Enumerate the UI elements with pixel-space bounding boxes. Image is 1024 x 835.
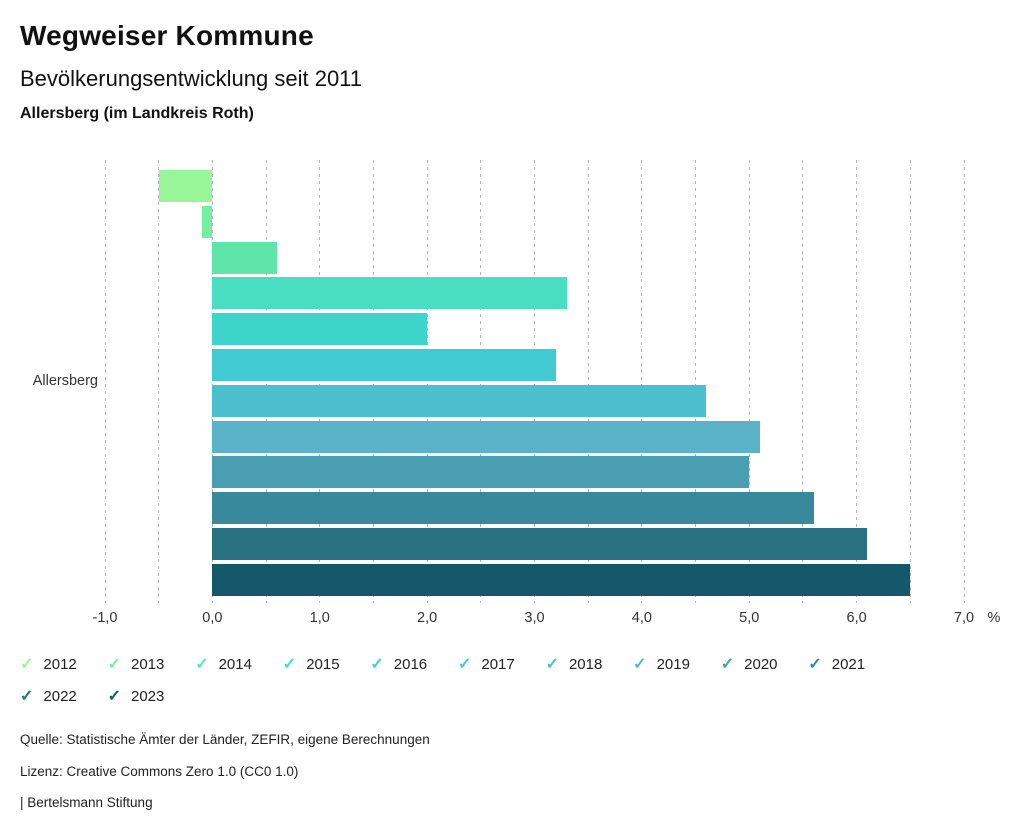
- legend-item-label: 2022: [43, 688, 77, 705]
- x-tick-label: 0,0: [202, 610, 223, 626]
- check-icon: ✓: [107, 687, 121, 705]
- legend-item-label: 2012: [43, 656, 77, 673]
- check-icon: ✓: [545, 655, 559, 673]
- bar-2021[interactable]: [212, 492, 814, 525]
- check-icon: ✓: [20, 687, 34, 705]
- x-tick-label: 7,0: [953, 610, 975, 626]
- legend-item-2014[interactable]: ✓ 2014: [195, 655, 283, 674]
- legend-item-2023[interactable]: ✓ 2023: [108, 687, 196, 706]
- legend-item-2012[interactable]: ✓ 2012: [20, 655, 108, 674]
- gridline: [265, 160, 267, 603]
- legend-item-label: 2015: [306, 656, 340, 673]
- bar-2022[interactable]: [212, 528, 868, 560]
- bar-2014[interactable]: [212, 241, 277, 274]
- x-tick-label: 3,0: [524, 610, 545, 626]
- bar-2015[interactable]: [212, 277, 567, 310]
- check-icon: ✓: [457, 655, 472, 673]
- legend-item-2021[interactable]: ✓ 2021: [808, 655, 896, 674]
- plot-area: -1,0 0,0 1,0 2,0 3,0 4,0 5,0 6,0 7,0%: [93, 160, 1000, 626]
- footer: Quelle: Statistische Ämter der Länder, Z…: [20, 732, 430, 827]
- bar-2019[interactable]: [212, 420, 760, 453]
- check-icon: ✓: [195, 655, 209, 673]
- legend-item-2015[interactable]: ✓ 2015: [283, 655, 371, 674]
- gridline: [211, 160, 213, 603]
- legend: ✓ 2012 ✓ 2013 ✓ 2014 ✓ 2015 ✓ 2016 ✓ 2017 ✓ 2018 ✓ 2019…: [20, 655, 906, 719]
- legend-item-2020[interactable]: ✓ 2020: [721, 655, 809, 674]
- check-icon: ✓: [370, 655, 384, 673]
- x-tick-label: 6,0: [846, 610, 867, 626]
- gridline: [641, 160, 643, 603]
- x-axis-unit-label: %: [987, 610, 1001, 626]
- attribution-note: | Bertelsmann Stiftung: [20, 795, 153, 810]
- gridline: [587, 160, 589, 603]
- check-icon: ✓: [107, 655, 121, 673]
- gridline: [104, 160, 106, 603]
- bar-2012[interactable]: [158, 170, 213, 202]
- gridline: [480, 160, 482, 603]
- legend-item-label: 2019: [656, 656, 690, 673]
- gridline: [909, 160, 911, 603]
- page-title: Wegweiser Kommune: [20, 20, 314, 51]
- legend-item-label: 2021: [831, 656, 866, 673]
- region-subtitle: Allersberg (im Landkreis Roth): [20, 105, 254, 122]
- check-icon: ✓: [282, 655, 297, 673]
- legend-item-label: 2023: [131, 688, 165, 705]
- x-tick-label: 1,0: [309, 610, 330, 626]
- bar-2016[interactable]: [212, 313, 428, 346]
- legend-item-2022[interactable]: ✓ 2022: [20, 687, 108, 706]
- gridline: [802, 160, 804, 603]
- gridline: [158, 160, 160, 603]
- legend-item-2017[interactable]: ✓ 2017: [458, 655, 546, 674]
- license-note: Lizenz: Creative Commons Zero 1.0 (CC0 1…: [20, 763, 299, 779]
- legend-item-label: 2013: [131, 656, 165, 673]
- legend-item-2016[interactable]: ✓ 2016: [370, 655, 458, 674]
- y-axis-category-label: Allersberg: [32, 373, 98, 389]
- gridline: [748, 160, 750, 603]
- x-tick-label: -1,0: [92, 610, 118, 626]
- check-icon: ✓: [20, 655, 34, 673]
- bar-2020[interactable]: [212, 456, 750, 489]
- x-tick-label: 4,0: [631, 610, 652, 626]
- legend-item-2019[interactable]: ✓ 2019: [633, 655, 721, 674]
- legend-item-label: 2014: [218, 656, 252, 673]
- bar-2013[interactable]: [201, 205, 213, 238]
- legend-item-label: 2016: [393, 656, 428, 673]
- legend-item-label: 2017: [481, 656, 515, 673]
- gridline: [426, 160, 428, 603]
- gridline: [963, 160, 965, 603]
- legend-item-2013[interactable]: ✓ 2013: [108, 655, 196, 674]
- gridline: [319, 160, 321, 603]
- legend-item-label: 2018: [568, 656, 603, 673]
- source-note: Quelle: Statistische Ämter der Länder, Z…: [20, 732, 430, 747]
- bar-2023[interactable]: [212, 563, 911, 596]
- x-tick-label: 2,0: [417, 610, 438, 626]
- gridline: [534, 160, 535, 603]
- gridline: [372, 160, 374, 603]
- check-icon: ✓: [720, 655, 735, 673]
- legend-item-2018[interactable]: ✓ 2018: [546, 655, 634, 674]
- chart-title: Bevölkerungsentwicklung seit 2011: [20, 66, 363, 91]
- gridline: [856, 160, 858, 603]
- x-tick-label: 5,0: [739, 610, 760, 626]
- bar-2017[interactable]: [212, 349, 556, 381]
- legend-item-label: 2020: [744, 656, 778, 673]
- bar-2018[interactable]: [212, 384, 707, 417]
- check-icon: ✓: [808, 655, 822, 673]
- check-icon: ✓: [633, 655, 647, 673]
- gridline: [695, 160, 697, 603]
